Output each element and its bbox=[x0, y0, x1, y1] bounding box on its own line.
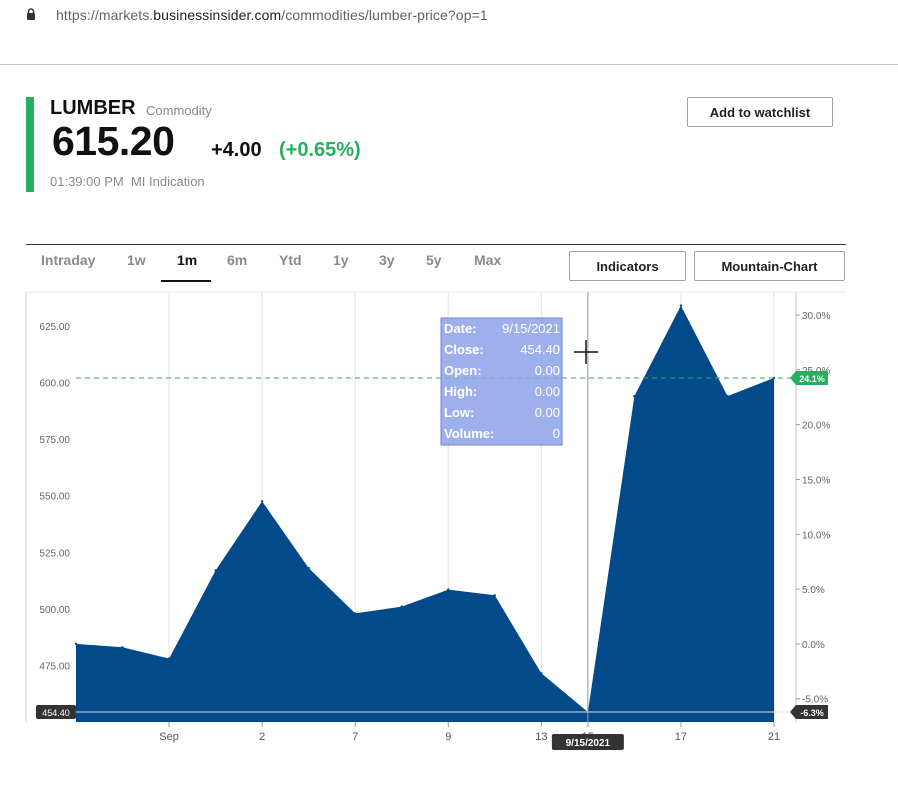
tab-3y[interactable]: 3y bbox=[379, 252, 395, 268]
tooltip-row-label: Volume: bbox=[444, 426, 494, 441]
x-tick-label: 2 bbox=[259, 731, 265, 743]
last-price-badge-label: 24.1% bbox=[799, 374, 825, 384]
tooltip-row-label: High: bbox=[444, 384, 477, 399]
data-point bbox=[354, 612, 357, 615]
y-left-tick-label: 525.00 bbox=[39, 548, 70, 559]
data-tooltip: Date: 9/15/2021 Close: 454.40 Open: 0.00 High:… bbox=[440, 317, 563, 446]
data-point bbox=[400, 605, 403, 608]
x-tick-label: Sep bbox=[159, 731, 179, 743]
ticker-symbol: LUMBER bbox=[50, 97, 136, 119]
crosshair-value-label: 454.40 bbox=[42, 708, 70, 718]
x-tick-label: 9 bbox=[445, 731, 451, 743]
tooltip-row-label: Date: bbox=[444, 321, 477, 336]
x-tick-label: 17 bbox=[675, 731, 687, 743]
tab-1w[interactable]: 1w bbox=[127, 252, 146, 268]
tabs-top-divider bbox=[26, 244, 846, 245]
instrument-type: Commodity bbox=[146, 103, 212, 118]
tooltip-row-value: 0.00 bbox=[535, 405, 560, 420]
tooltip-row-label: Low: bbox=[444, 405, 474, 420]
y-right-tick-label: 15.0% bbox=[802, 475, 830, 486]
data-point bbox=[447, 588, 450, 591]
crosshair-pct-label: -6.3% bbox=[800, 708, 824, 718]
y-right-tick-label: 30.0% bbox=[802, 311, 830, 322]
indicators-button[interactable]: Indicators bbox=[569, 251, 686, 281]
crosshair-value-badge-bg bbox=[36, 705, 76, 720]
data-point bbox=[121, 646, 124, 649]
y-right-tick-label: 5.0% bbox=[802, 585, 825, 596]
last-price-badge: 24.1% bbox=[790, 371, 828, 385]
y-left-tick-label: 625.00 bbox=[39, 322, 70, 333]
tooltip-row-value: 0 bbox=[553, 426, 560, 441]
last-price: 615.20 bbox=[52, 118, 175, 164]
tooltip-background bbox=[440, 317, 563, 446]
chart-type-button[interactable]: Mountain-Chart bbox=[694, 251, 845, 281]
crosshair-date-badge-bg bbox=[551, 734, 624, 750]
data-point bbox=[74, 642, 78, 646]
price-change-percent: (+0.65%) bbox=[279, 139, 361, 161]
lock-icon bbox=[27, 8, 35, 20]
data-point bbox=[679, 304, 683, 307]
tab-5y[interactable]: 5y bbox=[426, 252, 442, 268]
tab-1y[interactable]: 1y bbox=[333, 252, 349, 268]
price-change: +4.00 bbox=[211, 139, 262, 161]
data-point bbox=[540, 672, 543, 675]
quote-time: 01:39:00 PM MI Indication bbox=[50, 174, 205, 189]
x-tick-label: 7 bbox=[352, 731, 358, 743]
tab-intraday[interactable]: Intraday bbox=[41, 252, 96, 268]
data-point bbox=[214, 569, 217, 572]
y-left-tick-label: 550.00 bbox=[39, 492, 70, 503]
tooltip-row-value: 454.40 bbox=[520, 342, 560, 357]
y-left-tick-label: 475.00 bbox=[39, 661, 70, 672]
url-text[interactable]: https://markets.businessinsider.com/comm… bbox=[56, 7, 488, 23]
y-right-tick-label: -5.0% bbox=[802, 695, 828, 706]
data-point bbox=[307, 566, 310, 570]
data-point bbox=[493, 594, 496, 597]
tab-ytd[interactable]: Ytd bbox=[279, 252, 302, 268]
crosshair-value-badge: 454.40 bbox=[36, 705, 76, 720]
x-tick-label: 13 bbox=[535, 731, 547, 743]
quote-source: MI Indication bbox=[130, 174, 205, 189]
y-left-tick-label: 600.00 bbox=[39, 379, 70, 390]
last-price-badge-shape bbox=[790, 371, 828, 385]
y-left-tick-label: 500.00 bbox=[39, 605, 70, 616]
y-left-tick-label: 575.00 bbox=[39, 435, 70, 446]
quote-timestamp: 01:39:00 PM bbox=[50, 174, 124, 189]
active-tab-indicator bbox=[161, 280, 211, 282]
crosshair-date-badge: 9/15/2021 bbox=[551, 734, 624, 750]
browser-address-bar[interactable]: https://markets.businessinsider.com/comm… bbox=[0, 0, 898, 65]
y-right-tick-label: 20.0% bbox=[802, 421, 830, 432]
tab-max[interactable]: Max bbox=[474, 252, 502, 268]
tooltip-row-value: 0.00 bbox=[535, 384, 560, 399]
tab-6m[interactable]: 6m bbox=[227, 252, 248, 268]
y-right-tick-label: 10.0% bbox=[802, 530, 830, 541]
y-right-tick-label: 0.0% bbox=[802, 640, 825, 651]
price-area bbox=[76, 305, 774, 722]
data-point bbox=[167, 657, 171, 660]
tab-1m[interactable]: 1m bbox=[177, 252, 198, 268]
crosshair-pct-badge: -6.3% bbox=[790, 705, 828, 720]
x-tick-label: 21 bbox=[768, 731, 780, 743]
quote-accent-bar bbox=[26, 97, 34, 192]
crosshair-cursor-icon bbox=[574, 340, 598, 364]
crosshair-date-label: 9/15/2021 bbox=[566, 738, 611, 749]
tooltip-row-label: Close: bbox=[444, 342, 484, 357]
add-to-watchlist-button[interactable]: Add to watchlist bbox=[687, 97, 833, 127]
tooltip-row-value: 9/15/2021 bbox=[502, 321, 560, 336]
data-point bbox=[633, 394, 636, 398]
data-point bbox=[260, 500, 264, 503]
tooltip-row-label: Open: bbox=[444, 363, 482, 378]
tooltip-row-value: 0.00 bbox=[535, 363, 560, 378]
data-point bbox=[726, 394, 729, 398]
crosshair-pct-badge-shape bbox=[790, 705, 828, 720]
